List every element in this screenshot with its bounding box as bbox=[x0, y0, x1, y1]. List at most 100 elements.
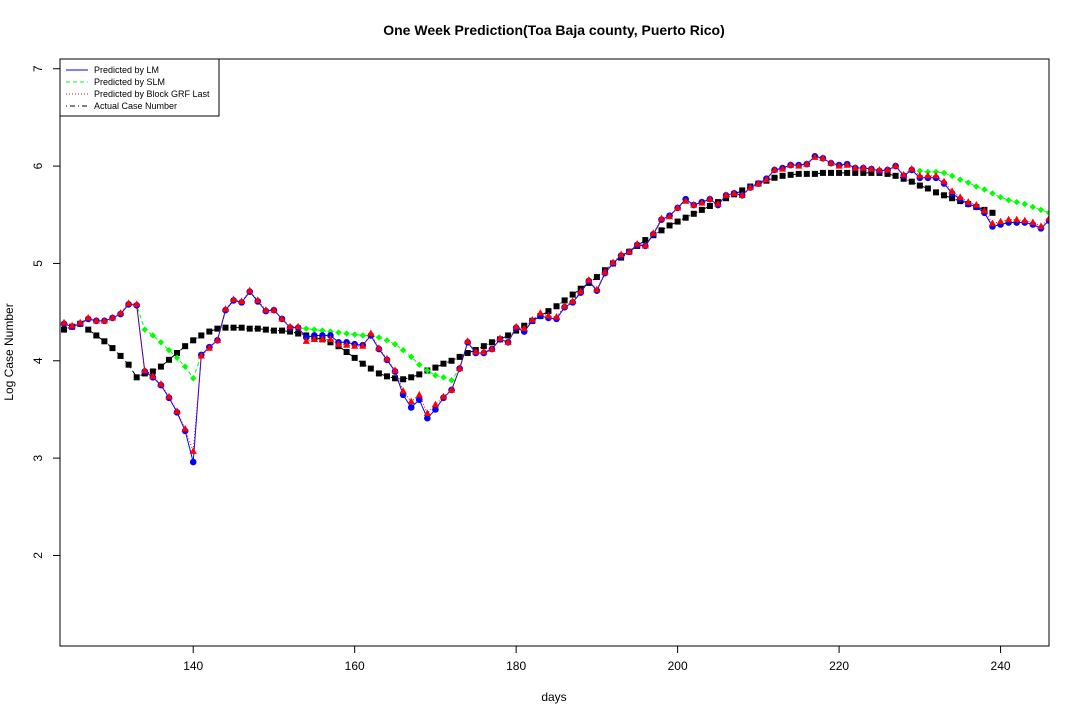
data-point-predicted-by-block-grf-last bbox=[343, 341, 351, 348]
x-tick-label: 200 bbox=[668, 659, 688, 673]
data-point-predicted-by-lm bbox=[407, 404, 415, 411]
data-point-predicted-by-block-grf-last bbox=[1005, 215, 1013, 223]
legend-label-actual-case-number: Actual Case Number bbox=[94, 101, 177, 111]
data-point-predicted-by-block-grf-last bbox=[254, 296, 262, 304]
data-point-actual-case-number bbox=[682, 214, 689, 221]
data-point-predicted-by-block-grf-last bbox=[157, 380, 165, 387]
data-point-actual-case-number bbox=[432, 364, 439, 371]
data-point-predicted-by-slm bbox=[1037, 206, 1045, 214]
data-point-actual-case-number bbox=[908, 178, 915, 185]
data-point-predicted-by-block-grf-last bbox=[722, 191, 730, 198]
data-point-predicted-by-block-grf-last bbox=[294, 322, 302, 330]
data-point-predicted-by-slm bbox=[359, 332, 366, 339]
data-point-predicted-by-block-grf-last bbox=[302, 337, 310, 344]
data-point-actual-case-number bbox=[295, 330, 302, 337]
data-point-actual-case-number bbox=[844, 169, 851, 176]
data-point-predicted-by-block-grf-last bbox=[819, 154, 827, 161]
data-point-predicted-by-block-grf-last bbox=[480, 348, 488, 355]
data-point-actual-case-number bbox=[553, 303, 560, 310]
data-point-predicted-by-block-grf-last bbox=[972, 201, 980, 208]
data-point-actual-case-number bbox=[698, 206, 705, 213]
data-point-actual-case-number bbox=[811, 170, 818, 177]
x-tick-label: 160 bbox=[345, 659, 365, 673]
data-point-actual-case-number bbox=[852, 169, 859, 176]
data-point-predicted-by-block-grf-last bbox=[1045, 214, 1049, 222]
data-point-predicted-by-slm bbox=[1021, 200, 1028, 208]
data-point-actual-case-number bbox=[238, 324, 245, 331]
data-point-predicted-by-slm bbox=[375, 334, 383, 341]
data-point-predicted-by-block-grf-last bbox=[649, 229, 657, 236]
data-point-predicted-by-block-grf-last bbox=[125, 299, 133, 306]
data-point-predicted-by-block-grf-last bbox=[100, 316, 109, 324]
data-point-actual-case-number bbox=[254, 325, 261, 332]
data-point-actual-case-number bbox=[440, 360, 447, 367]
data-point-predicted-by-slm bbox=[399, 346, 407, 354]
legend-label-predicted-by-block-grf-last: Predicted by Block GRF Last bbox=[94, 89, 210, 99]
data-point-predicted-by-block-grf-last bbox=[730, 189, 738, 196]
data-point-predicted-by-block-grf-last bbox=[173, 407, 181, 414]
data-point-actual-case-number bbox=[803, 170, 810, 177]
data-point-predicted-by-block-grf-last bbox=[246, 286, 254, 294]
data-point-predicted-by-block-grf-last bbox=[569, 297, 577, 304]
series-predicted-by-block-grf-last bbox=[60, 153, 1049, 454]
data-point-predicted-by-block-grf-last bbox=[964, 198, 972, 205]
data-point-predicted-by-block-grf-last bbox=[924, 171, 932, 179]
data-point-predicted-by-block-grf-last bbox=[318, 335, 326, 342]
data-point-actual-case-number bbox=[351, 354, 358, 361]
data-point-predicted-by-block-grf-last bbox=[391, 366, 399, 374]
data-point-actual-case-number bbox=[230, 324, 237, 331]
legend-label-predicted-by-lm: Predicted by LM bbox=[94, 65, 159, 75]
y-tick-label: 5 bbox=[31, 260, 45, 267]
data-point-predicted-by-block-grf-last bbox=[504, 338, 512, 345]
data-point-predicted-by-block-grf-last bbox=[714, 200, 722, 207]
axes: 140 160 180 200 220 240 2 3 4 5 6 7 bbox=[31, 58, 1050, 673]
data-point-predicted-by-block-grf-last bbox=[625, 247, 633, 255]
data-point-actual-case-number bbox=[989, 209, 996, 216]
data-point-predicted-by-block-grf-last bbox=[84, 313, 92, 321]
data-point-predicted-by-slm bbox=[1045, 209, 1049, 217]
data-point-predicted-by-block-grf-last bbox=[359, 342, 367, 349]
data-point-predicted-by-lm bbox=[415, 396, 423, 404]
data-point-actual-case-number bbox=[819, 169, 826, 176]
data-point-actual-case-number bbox=[642, 237, 649, 244]
data-point-predicted-by-slm bbox=[157, 339, 165, 346]
data-point-actual-case-number bbox=[924, 185, 931, 192]
data-point-predicted-by-block-grf-last bbox=[399, 386, 407, 394]
data-point-predicted-by-block-grf-last bbox=[423, 409, 431, 416]
data-point-predicted-by-block-grf-last bbox=[1013, 215, 1021, 223]
data-point-predicted-by-block-grf-last bbox=[1029, 218, 1037, 226]
data-point-predicted-by-block-grf-last bbox=[439, 392, 448, 400]
data-point-predicted-by-block-grf-last bbox=[908, 165, 916, 172]
legend-label-predicted-by-slm: Predicted by SLM bbox=[94, 77, 165, 87]
data-point-predicted-by-block-grf-last bbox=[674, 203, 682, 211]
data-point-predicted-by-block-grf-last bbox=[334, 340, 343, 347]
y-tick-label: 3 bbox=[31, 454, 45, 461]
data-point-actual-case-number bbox=[287, 328, 294, 335]
data-point-predicted-by-slm bbox=[319, 327, 326, 334]
data-point-actual-case-number bbox=[836, 169, 843, 176]
data-point-actual-case-number bbox=[932, 189, 939, 196]
data-point-predicted-by-block-grf-last bbox=[980, 206, 989, 214]
data-point-actual-case-number bbox=[593, 274, 600, 281]
data-point-predicted-by-block-grf-last bbox=[415, 390, 423, 398]
x-axis-label: days bbox=[541, 690, 566, 704]
data-point-predicted-by-slm bbox=[965, 179, 972, 186]
legend: Predicted by LM Predicted by SLM Predicted… bbox=[59, 58, 220, 117]
data-point-predicted-by-slm bbox=[391, 341, 399, 348]
data-point-predicted-by-block-grf-last bbox=[682, 197, 690, 204]
data-point-actual-case-number bbox=[383, 373, 390, 380]
data-point-actual-case-number bbox=[949, 195, 956, 202]
data-point-predicted-by-block-grf-last bbox=[375, 344, 383, 351]
data-point-actual-case-number bbox=[198, 332, 205, 339]
x-tick-label: 240 bbox=[991, 659, 1011, 673]
data-point-predicted-by-block-grf-last bbox=[229, 295, 238, 303]
data-point-actual-case-number bbox=[739, 187, 746, 194]
data-point-predicted-by-block-grf-last bbox=[552, 312, 561, 320]
data-point-actual-case-number bbox=[375, 370, 382, 377]
data-point-predicted-by-block-grf-last bbox=[544, 311, 553, 319]
data-point-actual-case-number bbox=[101, 338, 108, 345]
data-point-actual-case-number bbox=[133, 374, 140, 381]
data-point-predicted-by-block-grf-last bbox=[92, 316, 100, 324]
data-point-predicted-by-block-grf-last bbox=[447, 385, 456, 393]
data-point-predicted-by-slm bbox=[956, 176, 964, 183]
